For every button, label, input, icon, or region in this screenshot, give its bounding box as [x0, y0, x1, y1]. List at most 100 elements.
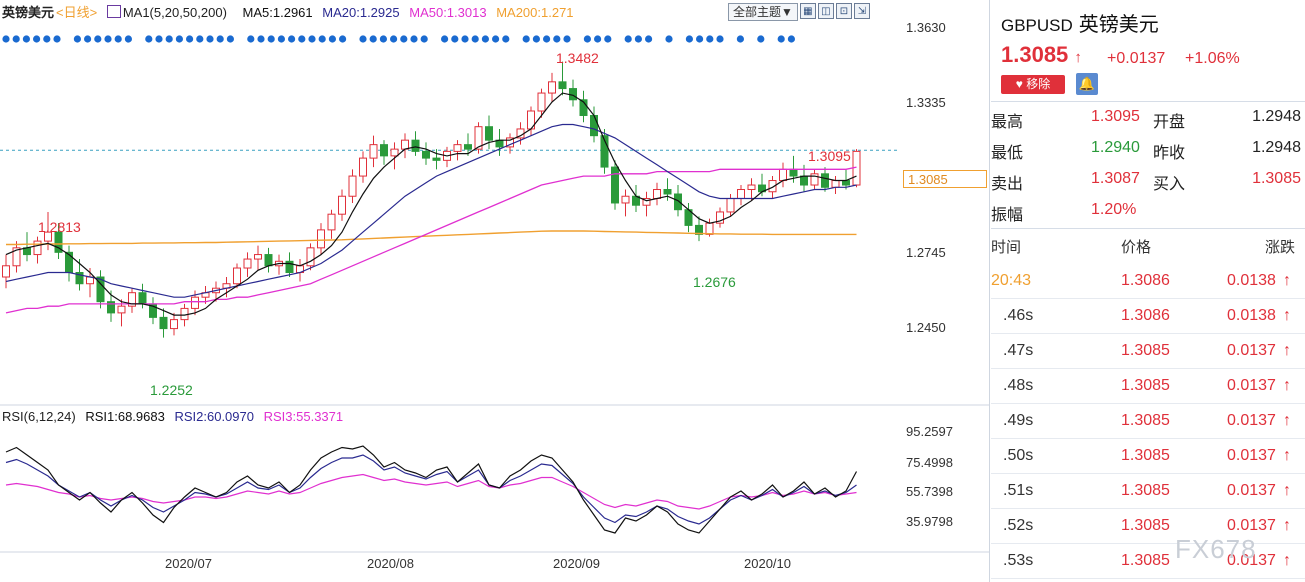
candle-body [233, 267, 241, 285]
tick-time: .49s [1003, 412, 1034, 429]
tick-time: .51s [1003, 482, 1034, 499]
signal-dot [696, 35, 704, 43]
candle-body [642, 197, 651, 206]
signal-dot [226, 35, 234, 43]
stat-row: 卖出 1.3087 买入 1.3085 [991, 166, 1305, 197]
peak-high-label: 1.3482 [556, 50, 599, 66]
signal-dot [736, 35, 745, 43]
tick-time: .46s [1003, 307, 1034, 324]
rsi-tick: 75.4998 [906, 455, 953, 470]
signal-dot [492, 35, 500, 43]
tick-row[interactable]: .53s 1.3085 0.0137 ↑ [991, 543, 1305, 579]
tick-change: 0.0137 [1227, 447, 1276, 464]
tick-price: 1.3085 [1121, 377, 1170, 394]
divider [991, 101, 1305, 102]
candle-body [705, 222, 714, 235]
tick-row[interactable]: .49s 1.3085 0.0137 ↑ [991, 403, 1305, 439]
signal-dot [196, 35, 204, 43]
legend-indicator[interactable]: MA1(5,20,50,200) [106, 5, 233, 20]
signal-dot [206, 35, 214, 43]
candle-body [2, 265, 10, 278]
stat-value: 1.2948 [1252, 139, 1301, 156]
tick-row[interactable]: 20:43 1.3086 0.0138 ↑ [991, 263, 1305, 299]
kline-chart-area[interactable]: 1.3482 1.2813 1.2252 1.3095 1.2676 英镑美元 <日线> … [0, 0, 990, 582]
rsi1-line [5, 445, 858, 534]
signal-dot [471, 35, 479, 43]
signal-dot [624, 35, 632, 43]
up-arrow-icon: ↑ [1283, 307, 1291, 324]
candle-body [432, 157, 441, 161]
candle-body [254, 254, 262, 260]
candle-body [128, 292, 136, 307]
symbol-name: 英镑美元 [1078, 14, 1159, 36]
fullscreen-icon[interactable]: ⇲ [853, 3, 870, 19]
stat-value: 1.2940 [1091, 139, 1140, 156]
signal-dot [400, 35, 408, 43]
alert-bell-button[interactable]: 🔔 [1076, 73, 1098, 95]
signal-dot [594, 35, 602, 43]
split-icon[interactable]: ◫ [817, 3, 834, 19]
candle-body [338, 195, 346, 215]
tick-price: 1.3085 [1121, 517, 1170, 534]
bell-icon: 🔔 [1078, 76, 1096, 91]
signal-dot [420, 35, 428, 43]
chart-legend: 英镑美元 <日线> MA1(5,20,50,200) MA5:1.2961 MA2… [2, 4, 580, 22]
candle-body [33, 240, 42, 256]
candle-body [453, 144, 462, 152]
signal-dot [532, 35, 541, 43]
signal-dot [2, 35, 10, 43]
tick-row[interactable]: .52s 1.3085 0.0137 ↑ [991, 508, 1305, 544]
signal-dot [145, 35, 153, 43]
watermark: FX678 [1175, 534, 1257, 564]
tick-price: 1.3085 [1121, 482, 1170, 499]
tick-row[interactable]: .50s 1.3085 0.0137 ↑ [991, 438, 1305, 474]
signal-dot [43, 35, 51, 43]
stat-label: 卖出 [991, 176, 1024, 193]
stat-label: 开盘 [1153, 114, 1186, 131]
legend-period[interactable]: <日线> [56, 5, 98, 20]
tick-row[interactable]: .47s 1.3085 0.0137 ↑ [991, 333, 1305, 369]
candle-body [75, 272, 84, 285]
tick-row[interactable]: .46s 1.3086 0.0138 ↑ [991, 298, 1305, 334]
tick-row[interactable]: .51s 1.3085 0.0137 ↑ [991, 473, 1305, 509]
rsi3-value: RSI3:55.3371 [263, 409, 344, 424]
tick-header-time: 时间 [991, 239, 1022, 256]
last-price: 1.3085 ↑ [1001, 42, 1082, 68]
ma50-line [5, 166, 857, 314]
signal-dot [216, 35, 224, 43]
tick-price: 1.3085 [1121, 447, 1170, 464]
signal-dot [277, 35, 285, 43]
signal-dot [124, 35, 132, 43]
signal-dot [84, 35, 92, 43]
kline-svg: 1.3482 1.2813 1.2252 1.3095 1.2676 [0, 35, 989, 553]
tick-row[interactable]: .48s 1.3085 0.0137 ↑ [991, 368, 1305, 404]
candle-body [464, 144, 472, 150]
grid-icon[interactable]: ▦ [799, 3, 816, 19]
candle-body [611, 166, 619, 204]
stat-value: 1.3085 [1252, 170, 1301, 187]
signal-dot [379, 35, 387, 43]
rsi-tick: 95.2597 [906, 424, 953, 439]
candle-body [117, 305, 126, 314]
signal-dot [757, 35, 765, 43]
symbol-code: GBPUSD [1001, 16, 1073, 35]
signal-dot [645, 35, 653, 43]
sep-low-label: 1.2676 [693, 274, 736, 290]
heart-icon: ♥ [1015, 77, 1023, 91]
signal-dot [73, 35, 81, 43]
stat-value: 1.20% [1091, 201, 1137, 218]
candle-body [842, 180, 850, 186]
candle-body [264, 254, 273, 267]
signal-dot [12, 35, 20, 43]
candle-body [170, 319, 178, 330]
expand-icon[interactable]: ⊡ [835, 3, 852, 19]
tick-change: 0.0138 [1227, 307, 1276, 324]
theme-select[interactable]: 全部主题▼ [728, 3, 798, 21]
signal-dot [390, 35, 398, 43]
candle-body [821, 173, 829, 188]
remove-watchlist-button[interactable]: ♥ 移除 [1001, 75, 1065, 94]
signal-dot [104, 35, 112, 43]
rsi-name[interactable]: RSI(6,12,24) [2, 409, 76, 424]
date-tick: 2020/07 [165, 556, 212, 571]
candle-body [54, 231, 63, 253]
